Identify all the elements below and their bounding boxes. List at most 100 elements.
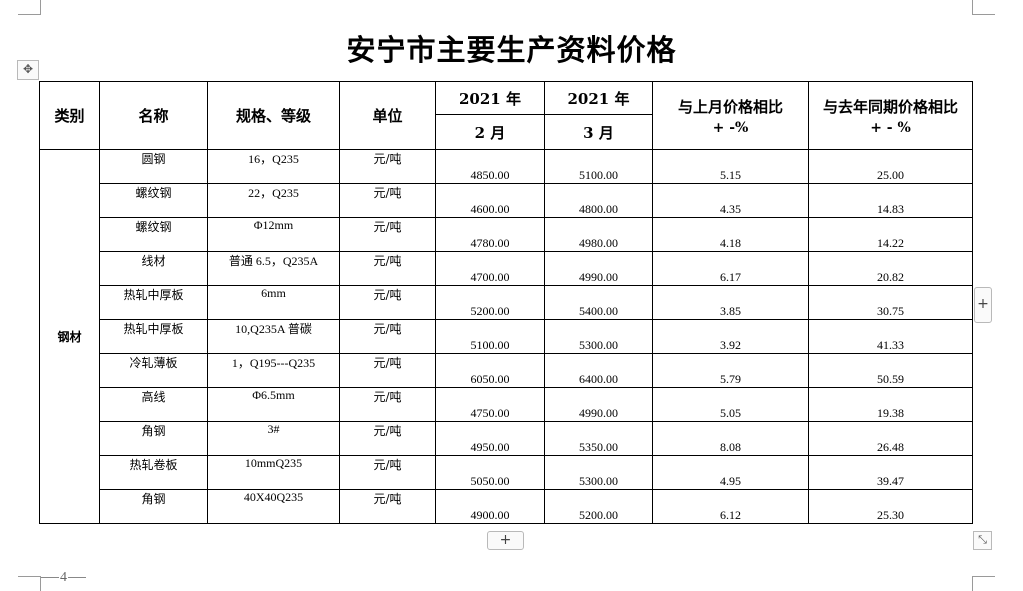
- spec-cell: 6mm: [207, 285, 340, 320]
- spec-cell: Φ12mm: [207, 217, 340, 252]
- table-row: 角钢 40X40Q235 元/吨 4900.00 5200.00 6.12 25.30: [40, 489, 973, 524]
- header-unit: 单位: [339, 81, 436, 150]
- spec-cell: 10,Q235A 普碳: [207, 319, 340, 354]
- spec-cell: 10mmQ235: [207, 455, 340, 490]
- yoy-change-cell: 14.22: [808, 217, 973, 252]
- spec-cell: 普通 6.5，Q235A: [207, 251, 340, 286]
- unit-cell: 元/吨: [339, 387, 436, 422]
- mom-change-cell: 5.05: [652, 387, 809, 422]
- table-row: 热轧中厚板 6mm 元/吨 5200.00 5400.00 3.85 30.75: [40, 285, 973, 320]
- feb-price-cell: 4900.00: [435, 489, 545, 524]
- table-resize-handle[interactable]: ⤡: [973, 531, 992, 550]
- mom-change-cell: 4.35: [652, 183, 809, 218]
- unit-cell: 元/吨: [339, 285, 436, 320]
- header-mar-year: 2021 年: [544, 81, 653, 115]
- mar-price-cell: 5300.00: [544, 319, 653, 354]
- table-row: 线材 普通 6.5，Q235A 元/吨 4700.00 4990.00 6.17 20.82: [40, 251, 973, 286]
- price-table: 类别 名称 规格、等级 单位 2021 年 2021 年 与上月价格相比 + -…: [39, 81, 973, 524]
- spec-cell: 3#: [207, 421, 340, 456]
- name-cell: 角钢: [99, 421, 208, 456]
- spec-cell: 1，Q195---Q235: [207, 353, 340, 388]
- mom-change-cell: 3.92: [652, 319, 809, 354]
- yoy-change-cell: 25.30: [808, 489, 973, 524]
- feb-price-cell: 5200.00: [435, 285, 545, 320]
- name-cell: 圆钢: [99, 149, 208, 184]
- header-mom-label: 与上月价格相比: [677, 98, 783, 116]
- mar-price-cell: 6400.00: [544, 353, 653, 388]
- name-cell: 螺纹钢: [99, 217, 208, 252]
- crop-mark-top-right: [972, 0, 995, 15]
- unit-cell: 元/吨: [339, 251, 436, 286]
- move-arrows-icon: ✥: [22, 62, 34, 76]
- name-cell: 热轧卷板: [99, 455, 208, 490]
- add-column-button[interactable]: +: [974, 287, 992, 323]
- mar-price-cell: 4990.00: [544, 387, 653, 422]
- mom-change-cell: 4.18: [652, 217, 809, 252]
- name-cell: 热轧中厚板: [99, 285, 208, 320]
- yoy-change-cell: 26.48: [808, 421, 973, 456]
- feb-price-cell: 4600.00: [435, 183, 545, 218]
- crop-mark-top-left: [18, 0, 41, 15]
- table-row: 螺纹钢 Φ12mm 元/吨 4780.00 4980.00 4.18 14.22: [40, 217, 973, 252]
- header-feb-month: 2 月: [435, 114, 545, 150]
- header-yoy-label: 与去年同期价格相比: [822, 98, 958, 116]
- name-cell: 线材: [99, 251, 208, 286]
- mar-price-cell: 4980.00: [544, 217, 653, 252]
- mar-price-cell: 4800.00: [544, 183, 653, 218]
- feb-price-cell: 4750.00: [435, 387, 545, 422]
- crop-mark-bottom-left: [18, 576, 41, 591]
- feb-price-cell: 4700.00: [435, 251, 545, 286]
- mar-price-cell: 4990.00: [544, 251, 653, 286]
- mom-change-cell: 6.12: [652, 489, 809, 524]
- mom-change-cell: 8.08: [652, 421, 809, 456]
- yoy-change-cell: 39.47: [808, 455, 973, 490]
- feb-price-cell: 6050.00: [435, 353, 545, 388]
- table-move-handle[interactable]: ✥: [17, 60, 39, 80]
- header-mom-sign: + -%: [712, 120, 749, 136]
- table-row: 高线 Φ6.5mm 元/吨 4750.00 4990.00 5.05 19.38: [40, 387, 973, 422]
- name-cell: 热轧中厚板: [99, 319, 208, 354]
- table-row: 角钢 3# 元/吨 4950.00 5350.00 8.08 26.48: [40, 421, 973, 456]
- unit-cell: 元/吨: [339, 421, 436, 456]
- feb-price-cell: 4850.00: [435, 149, 545, 184]
- header-month-over-month: 与上月价格相比 + -%: [652, 81, 809, 150]
- crop-mark-bottom-right: [972, 576, 995, 591]
- spec-cell: Φ6.5mm: [207, 387, 340, 422]
- table-row: 冷轧薄板 1，Q195---Q235 元/吨 6050.00 6400.00 5.79 50…: [40, 353, 973, 388]
- unit-cell: 元/吨: [339, 217, 436, 252]
- feb-price-cell: 5100.00: [435, 319, 545, 354]
- table-row: 热轧卷板 10mmQ235 元/吨 5050.00 5300.00 4.95 39.47: [40, 455, 973, 490]
- header-spec: 规格、等级: [207, 81, 340, 150]
- unit-cell: 元/吨: [339, 353, 436, 388]
- mar-price-cell: 5300.00: [544, 455, 653, 490]
- mom-change-cell: 3.85: [652, 285, 809, 320]
- header-feb-year: 2021 年: [435, 81, 545, 115]
- mar-price-cell: 5200.00: [544, 489, 653, 524]
- resize-diagonal-icon: ⤡: [978, 533, 987, 546]
- name-cell: 高线: [99, 387, 208, 422]
- mar-price-cell: 5400.00: [544, 285, 653, 320]
- unit-cell: 元/吨: [339, 183, 436, 218]
- mom-change-cell: 4.95: [652, 455, 809, 490]
- mom-change-cell: 5.15: [652, 149, 809, 184]
- name-cell: 螺纹钢: [99, 183, 208, 218]
- add-row-button[interactable]: +: [487, 531, 524, 550]
- feb-price-cell: 4950.00: [435, 421, 545, 456]
- unit-cell: 元/吨: [339, 319, 436, 354]
- unit-cell: 元/吨: [339, 455, 436, 490]
- table-row: 钢材 圆钢 16，Q235 元/吨 4850.00 5100.00 5.15 25.00: [39, 149, 973, 524]
- header-category: 类别: [39, 81, 100, 150]
- page-number: 4: [40, 570, 87, 586]
- unit-cell: 元/吨: [339, 489, 436, 524]
- mom-change-cell: 5.79: [652, 353, 809, 388]
- yoy-change-cell: 20.82: [808, 251, 973, 286]
- yoy-change-cell: 41.33: [808, 319, 973, 354]
- mar-price-cell: 5350.00: [544, 421, 653, 456]
- yoy-change-cell: 19.38: [808, 387, 973, 422]
- yoy-change-cell: 50.59: [808, 353, 973, 388]
- table-row: 热轧中厚板 10,Q235A 普碳 元/吨 5100.00 5300.00 3.92 41.…: [40, 319, 973, 354]
- yoy-change-cell: 25.00: [808, 149, 973, 184]
- category-cell: 钢材: [39, 149, 100, 524]
- mar-price-cell: 5100.00: [544, 149, 653, 184]
- header-yoy-sign: + - %: [870, 120, 911, 136]
